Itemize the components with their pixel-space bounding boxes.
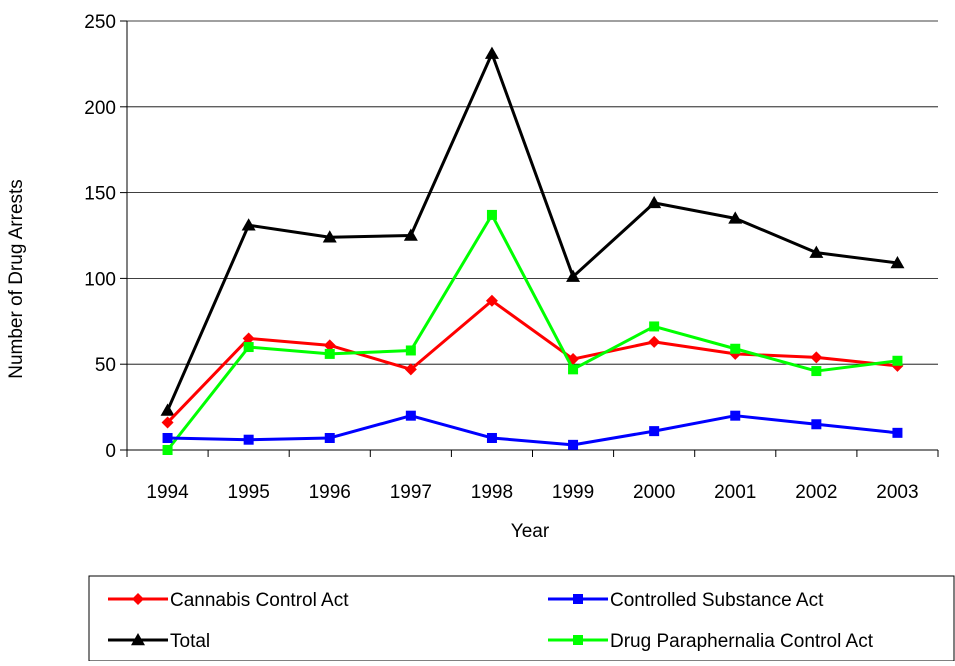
point-controlled-substance-act-2001 [730,410,741,421]
point-drug-paraphernalia-control-act-1997 [405,345,416,356]
point-controlled-substance-act-2000 [649,426,660,437]
series-line-total [166,52,898,412]
x-tick-label-2001: 2001 [714,482,756,503]
x-tick-label-1995: 1995 [228,482,270,503]
series-layer [160,46,905,455]
point-controlled-substance-act-1999 [568,439,579,450]
x-axis-title: Year [511,521,550,542]
legend-item-total: Total [108,631,210,652]
legend-item-controlled-substance-act: Controlled Substance Act [548,590,824,611]
y-tick-label-0: 0 [105,441,116,462]
point-drug-paraphernalia-control-act-1999 [568,364,579,375]
series-line-controlled-substance-act [167,414,898,447]
y-tick-label-100: 100 [84,269,116,290]
point-controlled-substance-act-1994 [162,432,173,443]
series-cannabis-control-act [161,294,904,429]
point-total-2002 [809,245,824,258]
point-total-1999 [566,269,581,282]
point-total-2001 [728,211,743,224]
grid-layer [127,20,938,365]
point-total-2003 [890,255,905,269]
point-drug-paraphernalia-control-act-1996 [324,348,335,359]
y-axis-title: Number of Drug Arrests [6,179,27,379]
series-drug-paraphernalia-control-act [162,209,903,455]
series-line-drug-paraphernalia-control-act [166,213,898,451]
x-tick-label-2003: 2003 [876,482,918,503]
series-total [160,46,905,416]
legend-label-controlled-substance-act: Controlled Substance Act [610,590,824,611]
point-controlled-substance-act-1997 [405,410,416,421]
legend-marker-controlled-substance-act [573,594,583,604]
point-total-1997 [403,228,418,241]
point-controlled-substance-act-1998 [486,432,497,443]
y-tick-label-250: 250 [84,12,116,33]
legend-label-cannabis-control-act: Cannabis Control Act [170,590,349,611]
x-tick-label-1999: 1999 [552,482,594,503]
point-total-1998 [484,46,499,59]
point-cannabis-control-act-1998 [485,294,498,307]
legend-marker-cannabis-control-act [132,593,144,605]
x-tick-label-1994: 1994 [146,482,189,503]
x-tick-label-2000: 2000 [633,482,675,503]
series-line-cannabis-control-act [166,299,898,424]
point-drug-paraphernalia-control-act-2000 [649,321,660,332]
legend-box [88,575,955,662]
y-tick-label-150: 150 [84,184,116,205]
point-total-2000 [647,195,662,209]
legend-marker-total [131,633,145,646]
legend: Cannabis Control Act Controlled Substance… [88,575,955,662]
point-drug-paraphernalia-control-act-1998 [486,209,497,220]
legend-item-drug-paraphernalia-control-act: Drug Paraphernalia Control Act [548,631,874,652]
legend-label-drug-paraphernalia-control-act: Drug Paraphernalia Control Act [610,631,874,652]
x-tick-label-1998: 1998 [471,482,513,503]
point-cannabis-control-act-2000 [648,335,661,348]
point-controlled-substance-act-2003 [892,427,903,438]
point-drug-paraphernalia-control-act-1994 [162,445,173,455]
point-controlled-substance-act-1995 [243,434,254,445]
point-total-1996 [322,230,337,243]
point-total-1995 [241,218,256,231]
point-cannabis-control-act-1994 [161,416,174,429]
point-cannabis-control-act-1995 [242,332,255,345]
legend-items: Cannabis Control Act Controlled Substance… [108,590,874,652]
x-tick-label-1997: 1997 [390,482,432,503]
legend-label-total: Total [170,631,210,652]
point-total-1994 [160,403,175,416]
legend-item-cannabis-control-act: Cannabis Control Act [108,590,349,611]
point-drug-paraphernalia-control-act-2002 [811,366,822,377]
point-cannabis-control-act-2002 [810,351,823,364]
y-tick-label-50: 50 [95,355,116,376]
point-controlled-substance-act-2002 [811,419,822,430]
legend-marker-drug-paraphernalia-control-act [573,635,583,645]
series-controlled-substance-act [162,410,903,450]
point-cannabis-control-act-1997 [404,363,417,376]
point-drug-paraphernalia-control-act-2003 [892,355,903,366]
point-drug-paraphernalia-control-act-1995 [243,342,254,353]
point-drug-paraphernalia-control-act-2001 [730,343,741,354]
y-tick-label-200: 200 [84,98,116,119]
x-tick-label-2002: 2002 [795,482,837,503]
x-tick-label-1996: 1996 [309,482,351,503]
axis-layer: 0 50 100 150 200 250 1994 1995 1996 1997 1998 1999 2… [84,12,939,503]
point-cannabis-control-act-1996 [323,339,336,352]
point-controlled-substance-act-1996 [324,432,335,443]
